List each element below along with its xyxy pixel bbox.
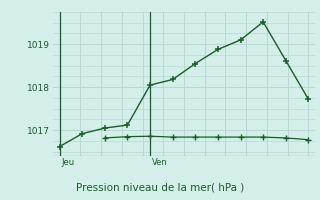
Text: Ven: Ven bbox=[152, 158, 168, 167]
Text: Pression niveau de la mer( hPa ): Pression niveau de la mer( hPa ) bbox=[76, 182, 244, 192]
Text: Jeu: Jeu bbox=[62, 158, 75, 167]
